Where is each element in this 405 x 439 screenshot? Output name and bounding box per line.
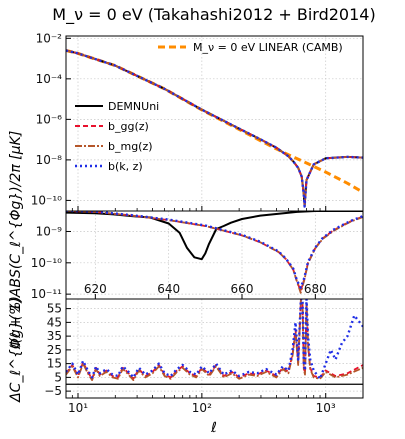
y-tick-label: 10⁻⁹ (36, 224, 63, 238)
x-tick-label: 10² (192, 401, 212, 415)
ratio-series-lines (66, 299, 363, 382)
zoom-panel: 620 640 660 680 10⁻⁹ 10⁻¹⁰ 10⁻¹¹ (31, 210, 364, 301)
y-tick-label: 10⁻⁸ (36, 153, 63, 167)
series-line-b-mg-z (66, 49, 363, 208)
series-line-b-gg-z (66, 211, 363, 292)
y-axis-label-bottom: ΔC_ℓ^{Φg}(%) (8, 296, 24, 403)
series-line-b-k-z (66, 299, 363, 380)
legend-bmg-label: b_mg(z) (108, 140, 153, 153)
y-tick-label: 25 (47, 343, 62, 357)
ratio-frame (65, 298, 364, 399)
x-tick-label: 620 (84, 282, 107, 296)
legend-left: DEMNUni b_gg(z) b_mg(z) b(k, z) (75, 100, 159, 173)
main-panel: 10¹10²10³10⁻²10⁻⁴10⁻⁶10⁻⁸10⁻¹⁰ M_ν = 0 e… (31, 31, 364, 228)
x-tick-label: 660 (231, 282, 254, 296)
legend-linear-label: M_ν = 0 eV LINEAR (CAMB) (193, 41, 343, 54)
y-tick-label: 10⁻⁶ (36, 112, 63, 126)
x-tick-label: 10³ (316, 401, 336, 415)
y-tick-label: 10⁻¹¹ (31, 287, 62, 301)
legend-bk-label: b(k, z) (108, 160, 143, 173)
legend-top: M_ν = 0 eV LINEAR (CAMB) (158, 41, 343, 54)
x-tick-label: 640 (157, 282, 180, 296)
y-axis-label-top: ℓ(ℓ + 1)ABS(C_ℓ^{Φg})/2π [μK] (8, 131, 24, 351)
y-tick-label: 15 (47, 357, 62, 371)
legend-demnuni-label: DEMNUni (108, 100, 159, 113)
y-tick-label: 45 (47, 315, 62, 329)
x-tick-label: 680 (304, 282, 327, 296)
main-series-lines (66, 49, 363, 208)
series-line-b-mg-z (66, 299, 363, 382)
y-tick-label: 5 (54, 370, 62, 384)
zoom-axis-ticks: 620 640 660 680 10⁻⁹ 10⁻¹⁰ 10⁻¹¹ (31, 224, 327, 301)
x-tick-label: 10¹ (68, 401, 88, 415)
y-tick-label: 10⁻² (36, 31, 63, 45)
series-line-m-0-ev-linear-camb (66, 49, 363, 194)
y-tick-label: 10⁻¹⁰ (31, 256, 62, 270)
zoom-series-lines (66, 211, 363, 294)
figure-title: M_ν = 0 eV (Takahashi2012 + Bird2014) (52, 5, 375, 25)
y-tick-label: 10⁻¹⁰ (31, 193, 62, 207)
y-tick-label: 10⁻⁴ (36, 72, 63, 86)
legend-bgg-label: b_gg(z) (108, 120, 149, 133)
y-tick-label: −5 (44, 384, 62, 398)
main-grid (66, 36, 363, 211)
series-line-b-mg-z (66, 211, 363, 294)
y-tick-label: 55 (47, 302, 62, 316)
y-tick-label: 35 (47, 329, 62, 343)
x-axis-label: ℓ (210, 420, 217, 436)
